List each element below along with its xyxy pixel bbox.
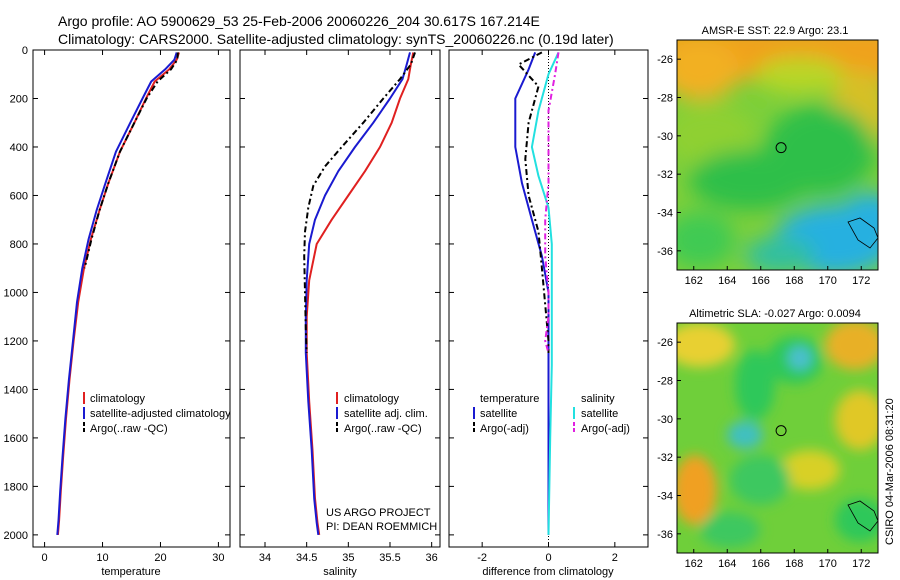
y-tick-label: 0 (22, 45, 28, 57)
map-y-tick-label: -28 (657, 376, 673, 388)
legend-label-satellite: satellite-adjusted climatology (90, 408, 231, 420)
legend-label-argo: Argo(..raw -QC) (90, 423, 168, 435)
map-x-tick-label: 164 (718, 558, 736, 570)
map-x-tick-label: 166 (752, 558, 770, 570)
sla-map-panel: Altimetric SLA: -0.027 Argo: 0.0094 162 1 (657, 308, 879, 570)
legend-header-salinity: salinity (581, 393, 615, 405)
sla-map-field (677, 323, 878, 553)
series-line-temperature-argo-adj- (517, 51, 550, 353)
x-tick-label: 0 (42, 552, 48, 564)
series-line-salinity-argo-adj- (544, 52, 560, 354)
series-line-climatology (305, 52, 415, 536)
map-x-tick-label: 164 (718, 275, 736, 287)
map-x-tick-label: 168 (785, 275, 803, 287)
y-tick-label: 1600 (4, 433, 28, 445)
map-x-tick-label: 170 (819, 275, 837, 287)
series-line-climatology (56, 52, 180, 535)
map-y-tick-label: -36 (657, 246, 673, 258)
x-tick-label: -2 (477, 552, 487, 564)
difference-xlabel: difference from climatology (482, 566, 614, 578)
x-tick-label: 35 (342, 552, 354, 564)
legend-label-sal-argo: Argo(-adj) (581, 423, 630, 435)
series-line-temperature-satellite (514, 52, 550, 535)
series-line-satellite-adjusted-climatology (56, 52, 178, 535)
temperature-legend: climatology satellite-adjusted climatolo… (83, 392, 231, 435)
sst-map-title: AMSR-E SST: 22.9 Argo: 23.1 (702, 25, 849, 37)
sst-map-panel: AMSR-E SST: 22.9 Argo: 23.1 162 164 166 168… (657, 25, 879, 287)
salinity-legend: climatology satellite adj. clim. Argo(..… (336, 392, 428, 435)
sla-map-frame (676, 322, 879, 554)
series-line-salinity-satellite (530, 51, 560, 535)
salinity-profile-panel: 34 34.5 35 35.5 36 salinity climatology sate… (239, 49, 441, 578)
x-tick-label: 35.5 (379, 552, 400, 564)
legend-label-sal-satellite: satellite (581, 408, 618, 420)
map-y-tick-label: -30 (657, 414, 673, 426)
y-tick-label: 200 (10, 93, 28, 105)
y-tick-label: 1400 (4, 384, 28, 396)
sst-map-frame (676, 39, 879, 271)
y-tick-label: 600 (10, 190, 28, 202)
header-line-2: Climatology: CARS2000. Satellite-adjuste… (58, 31, 614, 47)
map-y-tick-label: -36 (657, 529, 673, 541)
legend-header-temperature: temperature (480, 393, 539, 405)
header-line-1: Argo profile: AO 5900629_53 25-Feb-2006 … (58, 13, 540, 29)
difference-profile-panel: -2 0 2 difference from climatology tempera… (448, 49, 649, 578)
y-tick-label: 1800 (4, 481, 28, 493)
map-x-tick-label: 172 (852, 275, 870, 287)
legend-label-climatology: climatology (344, 393, 400, 405)
difference-legend: temperature satellite Argo(-adj) salinit… (473, 393, 630, 435)
x-tick-label: 34 (259, 552, 271, 564)
y-tick-label: 800 (10, 239, 28, 251)
y-tick-label: 1200 (4, 336, 28, 348)
map-x-tick-label: 172 (852, 558, 870, 570)
map-y-tick-label: -30 (657, 131, 673, 143)
sla-map-title: Altimetric SLA: -0.027 Argo: 0.0094 (689, 308, 861, 320)
x-tick-label: 36 (426, 552, 438, 564)
legend-label-temp-argo: Argo(-adj) (480, 423, 529, 435)
timestamp-side-label: CSIRO 04-Mar-2006 08:31:20 (884, 398, 896, 545)
map-y-tick-label: -26 (657, 337, 673, 349)
temperature-axes-frame (32, 49, 231, 548)
project-line-1: US ARGO PROJECT (326, 507, 431, 519)
salinity-axes-frame (239, 49, 441, 548)
x-tick-label: 34.5 (296, 552, 317, 564)
map-x-tick-label: 166 (752, 275, 770, 287)
x-tick-label: 20 (154, 552, 166, 564)
salinity-xlabel: salinity (323, 566, 357, 578)
map-x-tick-label: 162 (685, 558, 703, 570)
legend-label-climatology: climatology (90, 393, 146, 405)
sst-map-field (677, 40, 878, 270)
map-y-tick-label: -28 (657, 93, 673, 105)
map-x-tick-label: 162 (685, 275, 703, 287)
series-line-argo-raw-qc- (83, 52, 179, 269)
map-y-tick-label: -26 (657, 54, 673, 66)
map-y-tick-label: -34 (657, 208, 673, 220)
argo-location-marker (775, 142, 787, 154)
map-y-tick-label: -32 (657, 169, 673, 181)
y-tick-label: 400 (10, 142, 28, 154)
map-y-tick-label: -34 (657, 491, 673, 503)
map-x-tick-label: 170 (819, 558, 837, 570)
y-tick-label: 2000 (4, 530, 28, 542)
legend-label-temp-satellite: satellite (480, 408, 517, 420)
temperature-profile-panel: 0 200 400 600 800 1000 1200 1400 1600 1800 2000 0 10… (4, 45, 232, 578)
project-line-2: PI: DEAN ROEMMICH (326, 521, 437, 533)
argo-location-marker (775, 425, 787, 437)
map-y-tick-label: -32 (657, 452, 673, 464)
series-line-argo-raw-qc- (303, 52, 416, 354)
x-tick-label: 30 (212, 552, 224, 564)
temperature-xlabel: temperature (101, 566, 160, 578)
x-tick-label: 0 (545, 552, 551, 564)
map-x-tick-label: 168 (785, 558, 803, 570)
x-tick-label: 10 (96, 552, 108, 564)
x-tick-label: 2 (612, 552, 618, 564)
series-line-satellite-adj-clim- (304, 52, 411, 536)
y-tick-label: 1000 (4, 287, 28, 299)
legend-label-argo: Argo(..raw -QC) (344, 423, 422, 435)
legend-label-satellite: satellite adj. clim. (344, 408, 428, 420)
